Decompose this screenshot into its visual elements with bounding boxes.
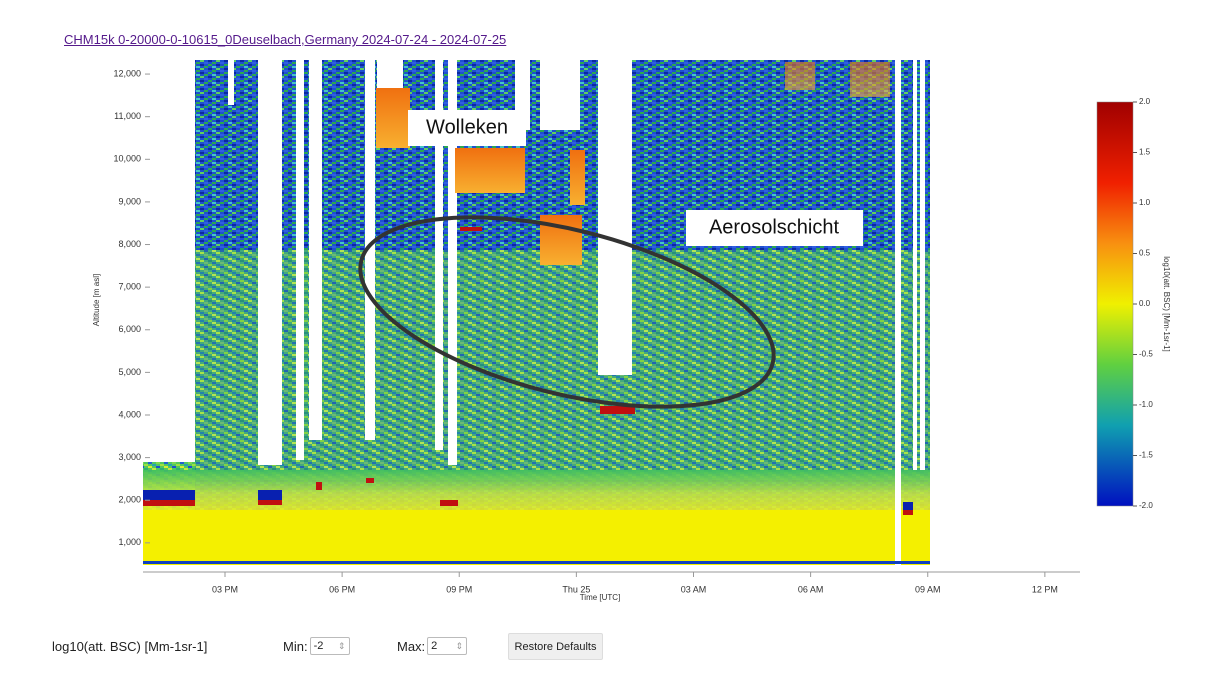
colorbar-tick-label: 1.5	[1139, 148, 1151, 157]
annotation: Aerosolschicht	[709, 216, 840, 238]
x-tick-label: 03 PM	[212, 584, 238, 594]
restore-button[interactable]: Restore Defaults	[508, 633, 603, 660]
x-axis-label: Time [UTC]	[580, 593, 621, 602]
colorbar-tick-label: -1.0	[1139, 400, 1153, 409]
min-input[interactable]: -2 ⇕	[309, 637, 350, 655]
controls-label: log10(att. BSC) [Mm-1sr-1]	[52, 638, 208, 654]
max-input[interactable]: 2 ⇕	[427, 637, 468, 655]
colorbar-tick-label: -2.0	[1139, 501, 1153, 510]
title-link[interactable]: CHM15k 0-20000-0-10615_0Deuselbach,Germa…	[64, 32, 507, 47]
x-tick-label: 09 PM	[446, 584, 472, 594]
y-tick-label: 9,000	[118, 196, 141, 206]
y-tick-label: 1,000	[118, 537, 141, 547]
y-tick-label: 7,000	[118, 282, 141, 292]
max-control: Max: 2 ⇕	[397, 636, 468, 656]
y-tick-label: 2,000	[118, 495, 141, 505]
annotation-box	[408, 110, 526, 146]
x-tick-label: 12 PM	[1032, 584, 1058, 594]
x-tick-label: 06 AM	[798, 584, 824, 594]
y-axis-label: Altitude [m asl]	[92, 274, 101, 326]
y-tick-label: 5,000	[118, 367, 141, 377]
colorbar-tick-label: 0.5	[1139, 249, 1151, 258]
colorbar-tick-label: 0.0	[1139, 299, 1151, 308]
x-tick-label: 09 AM	[915, 584, 941, 594]
annotation-box	[686, 210, 863, 246]
colorbar-tick-label: -0.5	[1139, 350, 1153, 359]
y-tick-label: 4,000	[118, 409, 141, 419]
colorbar-tick-label: 1.0	[1139, 198, 1151, 207]
colorbar	[1096, 101, 1134, 507]
y-tick-label: 11,000	[114, 111, 141, 121]
colorbar-tick-label: -1.5	[1139, 451, 1153, 460]
x-tick-label: 03 AM	[681, 584, 707, 594]
colorbar-label: log10(att. BSC) [Mm-1sr-1]	[1162, 256, 1171, 352]
min-control: Min: -2 ⇕	[283, 636, 350, 656]
chart: Wolleken Aerosolschicht Altitude [m asl]…	[92, 60, 1171, 602]
max-value: 2	[431, 640, 438, 652]
colorbar-tick-label: 2.0	[1139, 97, 1151, 106]
y-tick-label: 12,000	[113, 68, 141, 78]
min-value: -2	[313, 640, 324, 652]
max-label: Max:	[397, 638, 426, 654]
y-tick-label: 10,000	[113, 154, 141, 164]
annotation: Wolleken	[426, 116, 508, 138]
x-tick-label: 06 PM	[329, 584, 355, 594]
x-tick-label: Thu 25	[562, 584, 590, 594]
min-label: Min:	[283, 638, 308, 654]
y-tick-label: 3,000	[118, 452, 141, 462]
y-tick-label: 8,000	[118, 239, 141, 249]
heatmap	[143, 60, 930, 565]
y-tick-label: 6,000	[118, 324, 141, 334]
